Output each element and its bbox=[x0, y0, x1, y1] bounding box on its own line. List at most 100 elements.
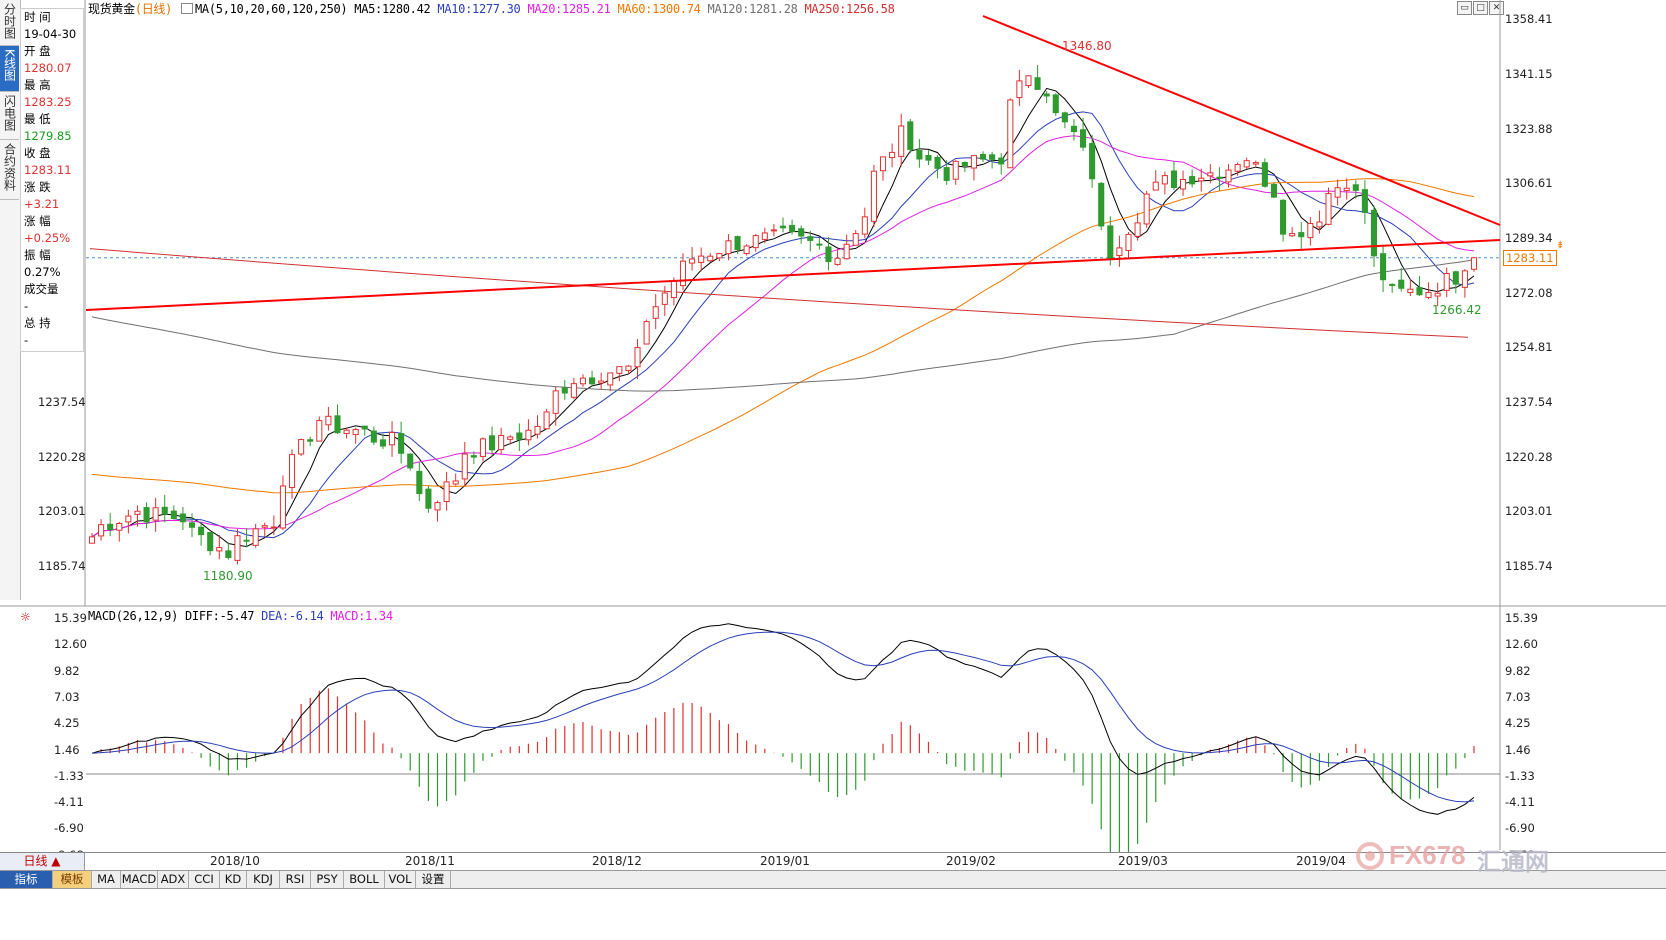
candle bbox=[1052, 94, 1059, 114]
candle bbox=[979, 153, 987, 160]
candle bbox=[1361, 189, 1368, 213]
candle bbox=[752, 235, 759, 249]
tab-macd[interactable]: MACD bbox=[121, 871, 158, 888]
tab-settings[interactable]: 设置 bbox=[416, 871, 451, 888]
tab-adx[interactable]: ADX bbox=[158, 871, 189, 888]
candle bbox=[188, 522, 196, 528]
restore-icon[interactable]: ▭ bbox=[1457, 1, 1472, 15]
tab-rsi[interactable]: RSI bbox=[280, 871, 311, 888]
candle bbox=[625, 365, 632, 371]
macd-tick-label: 7.03 bbox=[1505, 689, 1531, 704]
candle bbox=[1116, 247, 1123, 256]
candle bbox=[1389, 283, 1396, 286]
macd-tick-label: -6.90 bbox=[1505, 821, 1535, 836]
ma20-value: MA20:1285.21 bbox=[527, 2, 611, 16]
price-tick-label: 1237.54 bbox=[38, 395, 86, 409]
info-value: 0.27% bbox=[24, 265, 61, 279]
ma60-value: MA60:1300.74 bbox=[617, 2, 701, 16]
candle bbox=[179, 513, 186, 523]
tab-boll[interactable]: BOLL bbox=[344, 871, 385, 888]
period-label[interactable]: (日线) bbox=[134, 2, 173, 16]
candle bbox=[1280, 199, 1287, 235]
price-marker-icon: ⇟ bbox=[1556, 240, 1565, 251]
tab-kline-chart[interactable]: K线图 bbox=[0, 46, 19, 92]
macd-tick-label: 7.03 bbox=[54, 689, 80, 704]
tab-kd[interactable]: KD bbox=[220, 871, 247, 888]
candle bbox=[934, 156, 941, 169]
candle bbox=[1107, 225, 1114, 259]
month-label: 2019/01 bbox=[760, 854, 810, 868]
candle bbox=[1352, 184, 1359, 191]
candle bbox=[161, 506, 168, 515]
info-label: 收 盘 bbox=[24, 146, 51, 160]
tab-psy[interactable]: PSY bbox=[311, 871, 344, 888]
candle bbox=[470, 455, 477, 458]
ma120-value: MA120:1281.28 bbox=[707, 2, 798, 16]
candle bbox=[1234, 164, 1241, 172]
candle bbox=[298, 439, 305, 455]
candle bbox=[807, 236, 814, 241]
fx678-logo-brand: FX678 bbox=[1389, 840, 1466, 870]
candle bbox=[307, 439, 314, 442]
info-label: 最 高 bbox=[24, 78, 51, 92]
price-tick-label: 1358.41 bbox=[1505, 12, 1553, 27]
candle bbox=[798, 228, 805, 237]
tab-contract-info[interactable]: 合约资料 bbox=[0, 140, 19, 200]
tab-indicators[interactable]: 指标 bbox=[0, 871, 53, 888]
candle bbox=[398, 433, 405, 454]
tab-vol[interactable]: VOL bbox=[385, 871, 416, 888]
fx678-logo: FX678 汇通网 bbox=[1355, 836, 1560, 876]
candle bbox=[970, 155, 977, 169]
price-tick-label: 1220.28 bbox=[38, 449, 86, 464]
tab-ma[interactable]: MA bbox=[92, 871, 121, 888]
candle bbox=[907, 121, 914, 150]
candle bbox=[652, 306, 659, 319]
candle bbox=[789, 225, 796, 232]
candle bbox=[1152, 181, 1159, 191]
month-label: 2018/10 bbox=[210, 854, 260, 868]
maximize-icon[interactable]: □ bbox=[1473, 1, 1488, 15]
price-tick-label: 1185.74 bbox=[38, 558, 86, 573]
indicator-settings-icon[interactable]: ☼ bbox=[20, 610, 31, 624]
candle bbox=[443, 481, 450, 503]
tab-templates[interactable]: 模板 bbox=[53, 871, 92, 888]
fx678-logo-cn: 汇通网 bbox=[1477, 848, 1549, 876]
candle bbox=[1089, 142, 1096, 180]
ma-settings-icon[interactable] bbox=[181, 3, 193, 14]
ma10-line bbox=[91, 111, 1475, 539]
candle bbox=[616, 366, 623, 374]
tab-flash-chart[interactable]: 闪电图 bbox=[0, 92, 19, 140]
candle bbox=[698, 255, 705, 263]
macd-tick-label: 1.46 bbox=[54, 742, 80, 757]
macd-tick-label: -6.90 bbox=[54, 821, 84, 836]
candle bbox=[507, 436, 514, 440]
candle bbox=[352, 428, 359, 436]
info-value: 1283.25 bbox=[24, 95, 72, 109]
period-selector[interactable]: 日线 ▲ bbox=[0, 853, 85, 870]
candle bbox=[1243, 160, 1250, 168]
candle bbox=[1170, 170, 1178, 188]
macd-tick-label: 4.25 bbox=[54, 716, 80, 731]
instrument-name: 现货黄金 bbox=[88, 2, 135, 16]
candle bbox=[107, 523, 114, 531]
tab-tick-chart[interactable]: 分时图 bbox=[0, 0, 19, 46]
candle bbox=[1434, 292, 1441, 297]
candle bbox=[1043, 93, 1050, 97]
price-chart[interactable] bbox=[0, 0, 1666, 852]
candle bbox=[607, 372, 614, 386]
candle bbox=[316, 420, 323, 442]
tab-kdj[interactable]: KDJ bbox=[247, 871, 280, 888]
candle bbox=[370, 430, 377, 443]
candle bbox=[1216, 176, 1223, 179]
candle bbox=[870, 170, 877, 222]
tab-kline-chart-label: K线图 bbox=[2, 49, 17, 81]
candle bbox=[761, 232, 768, 240]
candle bbox=[734, 236, 741, 251]
month-label: 2018/12 bbox=[592, 854, 642, 868]
ma10-value: MA10:1277.30 bbox=[437, 2, 521, 16]
candle bbox=[434, 502, 441, 511]
candle bbox=[425, 488, 432, 509]
tab-cci[interactable]: CCI bbox=[189, 871, 220, 888]
macd-value: MACD:1.34 bbox=[330, 609, 393, 623]
info-label: 最 低 bbox=[24, 112, 51, 126]
